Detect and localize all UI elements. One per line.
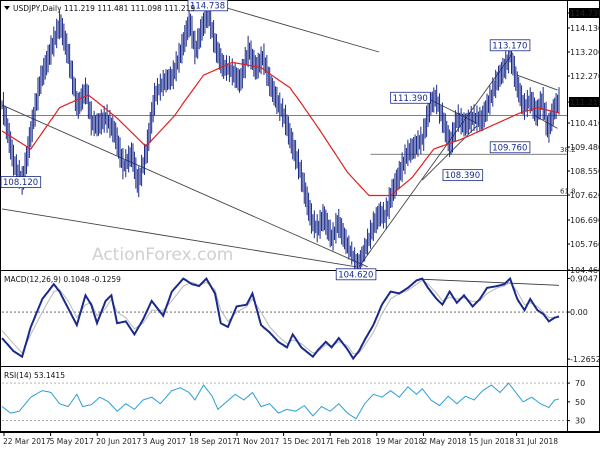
date-axis-label: 20 Jun 2017 (96, 437, 141, 446)
price-tag-label: 114.730 (570, 9, 600, 18)
trend-line (517, 74, 558, 91)
price-axis-label: 114.130 (570, 24, 600, 33)
price-callout-box (489, 141, 531, 154)
macd-pane-frame (0, 270, 600, 368)
menu-triangle-icon (4, 6, 10, 10)
date-axis-label: 3 Aug 2017 (143, 437, 186, 446)
date-axis-label: 15 Jun 2018 (469, 437, 514, 446)
price-axis-label: 108.550 (570, 167, 600, 176)
price-axis-label: 112.270 (570, 72, 600, 81)
price-axis-label: 113.200 (570, 48, 600, 57)
macd-trend-line (423, 278, 560, 286)
macd-line (1, 276, 560, 361)
fib-label: 38.2 (560, 146, 576, 154)
price-callout-box (489, 39, 531, 52)
watermark-label: ActionForex.com (92, 245, 233, 265)
rsi-axis-label: 50 (575, 398, 585, 407)
price-callout-label: 109.760 (492, 143, 527, 153)
date-axis-label: 2 May 2018 (422, 437, 466, 446)
macd-title: MACD(12,26,9) 0.1048 -0.1259 (4, 275, 121, 284)
rsi-pane-frame (0, 366, 600, 432)
rsi-axis-label: 70 (575, 379, 585, 388)
trend-line (358, 52, 514, 268)
price-tag (569, 97, 600, 107)
date-axis-label: 31 Jul 2018 (516, 437, 559, 446)
rsi-title: RSI(14) 53.1415 (4, 371, 65, 380)
price-callout-box (335, 268, 377, 281)
fib-label: 61.8 (560, 188, 576, 196)
moving-average-line (1, 61, 560, 197)
price-axis-label: 110.410 (570, 119, 600, 128)
trend-line (212, 3, 380, 53)
price-axis-label: 109.480 (570, 143, 600, 152)
price-callout-box (0, 176, 42, 188)
rsi-axis-label: 30 (575, 417, 585, 426)
rsi-line (1, 382, 560, 420)
date-axis-label: 1 Feb 2018 (329, 437, 371, 446)
macd-axis-label: 0.00 (570, 308, 588, 317)
price-callout-label: 108.390 (445, 171, 480, 181)
date-axis-label: 19 Mar 2018 (376, 437, 424, 446)
price-callout-label: 108.120 (3, 178, 38, 188)
macd-axis-label: 0.9047 (570, 274, 598, 283)
main-chart-title: USDJPY,Daily 111.219 111.481 111.098 111… (13, 4, 195, 13)
price-callout-label: 114.738 (190, 1, 225, 11)
price-axis-label: 106.690 (570, 216, 600, 225)
price-tag (569, 8, 600, 18)
price-callout-box (390, 91, 431, 104)
date-axis-label: 22 Mar 2017 (3, 437, 51, 446)
price-axis-label: 105.760 (570, 240, 600, 249)
trend-line (1, 208, 357, 268)
trend-line (1, 104, 368, 268)
date-axis-label: 5 May 2017 (50, 437, 94, 446)
price-callout-label: 113.170 (492, 41, 527, 51)
price-callout-box (442, 169, 484, 182)
price-callout-label: 111.390 (393, 94, 428, 104)
price-axis-label: 104.460 (570, 266, 600, 275)
price-callout-box (187, 0, 229, 12)
macd-axis-label: -1.2652 (570, 355, 600, 364)
price-axis-label: 107.620 (570, 191, 600, 200)
date-axis-label: 18 Sep 2017 (189, 437, 237, 446)
date-axis-label: 1 Nov 2017 (236, 437, 279, 446)
price-tag-label: 111.219 (570, 98, 600, 107)
date-axis-label: 15 Dec 2017 (283, 437, 331, 446)
price-callout-label: 104.620 (338, 270, 373, 280)
